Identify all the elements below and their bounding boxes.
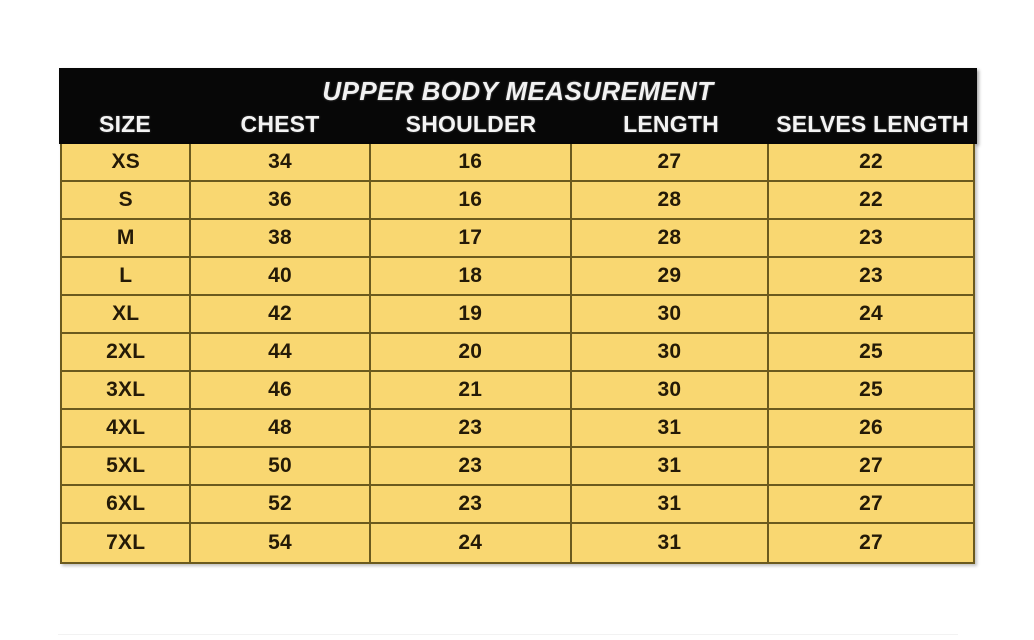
table-body: XS 34 16 27 22 S 36 16 28 22 M 38 17 28 23 L 40 18 29 23 XL 4… xyxy=(60,144,975,565)
table-row: 6XL 52 23 31 27 xyxy=(62,486,973,525)
table-row: 4XL 48 23 31 26 xyxy=(62,410,973,449)
cell-value: 27 xyxy=(859,492,883,516)
cell-value: 42 xyxy=(191,296,371,333)
table-row: S 36 16 28 22 xyxy=(62,182,973,221)
cell-size: 6XL xyxy=(62,486,192,523)
cell-value: 23 xyxy=(859,264,883,288)
cell-value: 38 xyxy=(191,220,371,257)
cell-size: 2XL xyxy=(62,334,192,371)
cell-value: 16 xyxy=(371,182,572,219)
size-chart-table: UPPER BODY MEASUREMENT SIZE CHEST SHOULD… xyxy=(59,68,977,565)
cell-value: 46 xyxy=(191,372,371,409)
cell-value: 22 xyxy=(859,150,883,174)
table-row: 7XL 54 24 31 27 xyxy=(62,524,973,563)
cell-size: S xyxy=(62,182,192,219)
cell-value: 27 xyxy=(572,144,769,181)
cell-size: 5XL xyxy=(62,448,192,485)
cell-value: 25 xyxy=(859,378,883,402)
cell-value: 54 xyxy=(191,524,371,563)
cell-value: 30 xyxy=(572,296,769,333)
cell-value: 30 xyxy=(572,334,769,371)
cell-value: 31 xyxy=(572,410,769,447)
cell-size: 7XL xyxy=(62,524,192,563)
page-title: UPPER BODY MEASUREMENT xyxy=(322,76,714,106)
cell-value: 17 xyxy=(371,220,572,257)
cell-value: 50 xyxy=(191,448,371,485)
cell-value: 28 xyxy=(572,220,769,257)
column-header-shoulder: SHOULDER xyxy=(405,110,537,137)
cell-value: 23 xyxy=(371,486,572,523)
table-row: 2XL 44 20 30 25 xyxy=(62,334,973,373)
cell-size: M xyxy=(62,220,192,257)
cell-value: 24 xyxy=(371,524,572,563)
cell-value: 48 xyxy=(191,410,371,447)
column-header-chest: CHEST xyxy=(240,110,320,137)
table-row: M 38 17 28 23 xyxy=(62,220,973,259)
table-row: XL 42 19 30 24 xyxy=(62,296,973,335)
table-header-block: UPPER BODY MEASUREMENT SIZE CHEST SHOULD… xyxy=(59,68,977,145)
table-row: XS 34 16 27 22 xyxy=(62,144,973,183)
cell-value: 44 xyxy=(191,334,371,371)
cell-size: 3XL xyxy=(62,372,192,409)
cell-value: 27 xyxy=(859,454,883,478)
cell-value: 40 xyxy=(191,258,371,295)
cell-value: 19 xyxy=(371,296,572,333)
cell-value: 27 xyxy=(859,531,883,555)
table-header-row: SIZE CHEST SHOULDER LENGTH SELVES LENGTH xyxy=(60,111,975,145)
cell-value: 20 xyxy=(371,334,572,371)
cell-size: XS xyxy=(62,144,192,181)
table-row: 3XL 46 21 30 25 xyxy=(62,372,973,411)
cell-value: 24 xyxy=(859,302,883,326)
cell-value: 23 xyxy=(371,410,572,447)
cell-value: 34 xyxy=(191,144,371,181)
cell-value: 21 xyxy=(371,372,572,409)
cell-size: L xyxy=(62,258,192,295)
cell-value: 23 xyxy=(371,448,572,485)
table-row: L 40 18 29 23 xyxy=(62,258,973,297)
column-header-size: SIZE xyxy=(99,110,151,137)
cell-value: 52 xyxy=(191,486,371,523)
cell-value: 28 xyxy=(572,182,769,219)
cell-value: 22 xyxy=(859,188,883,212)
cell-value: 31 xyxy=(572,448,769,485)
cell-value: 23 xyxy=(859,226,883,250)
cell-value: 29 xyxy=(572,258,769,295)
cell-value: 31 xyxy=(572,524,769,563)
column-header-selves-length: SELVES LENGTH xyxy=(776,110,969,137)
cell-size: XL xyxy=(62,296,192,333)
cell-value: 36 xyxy=(191,182,371,219)
cell-value: 30 xyxy=(572,372,769,409)
cell-value: 18 xyxy=(371,258,572,295)
table-row: 5XL 50 23 31 27 xyxy=(62,448,973,487)
page-divider xyxy=(58,634,958,635)
cell-value: 25 xyxy=(859,340,883,364)
cell-value: 16 xyxy=(371,144,572,181)
cell-value: 26 xyxy=(859,416,883,440)
column-header-length: LENGTH xyxy=(623,110,719,137)
cell-value: 31 xyxy=(572,486,769,523)
cell-size: 4XL xyxy=(62,410,192,447)
